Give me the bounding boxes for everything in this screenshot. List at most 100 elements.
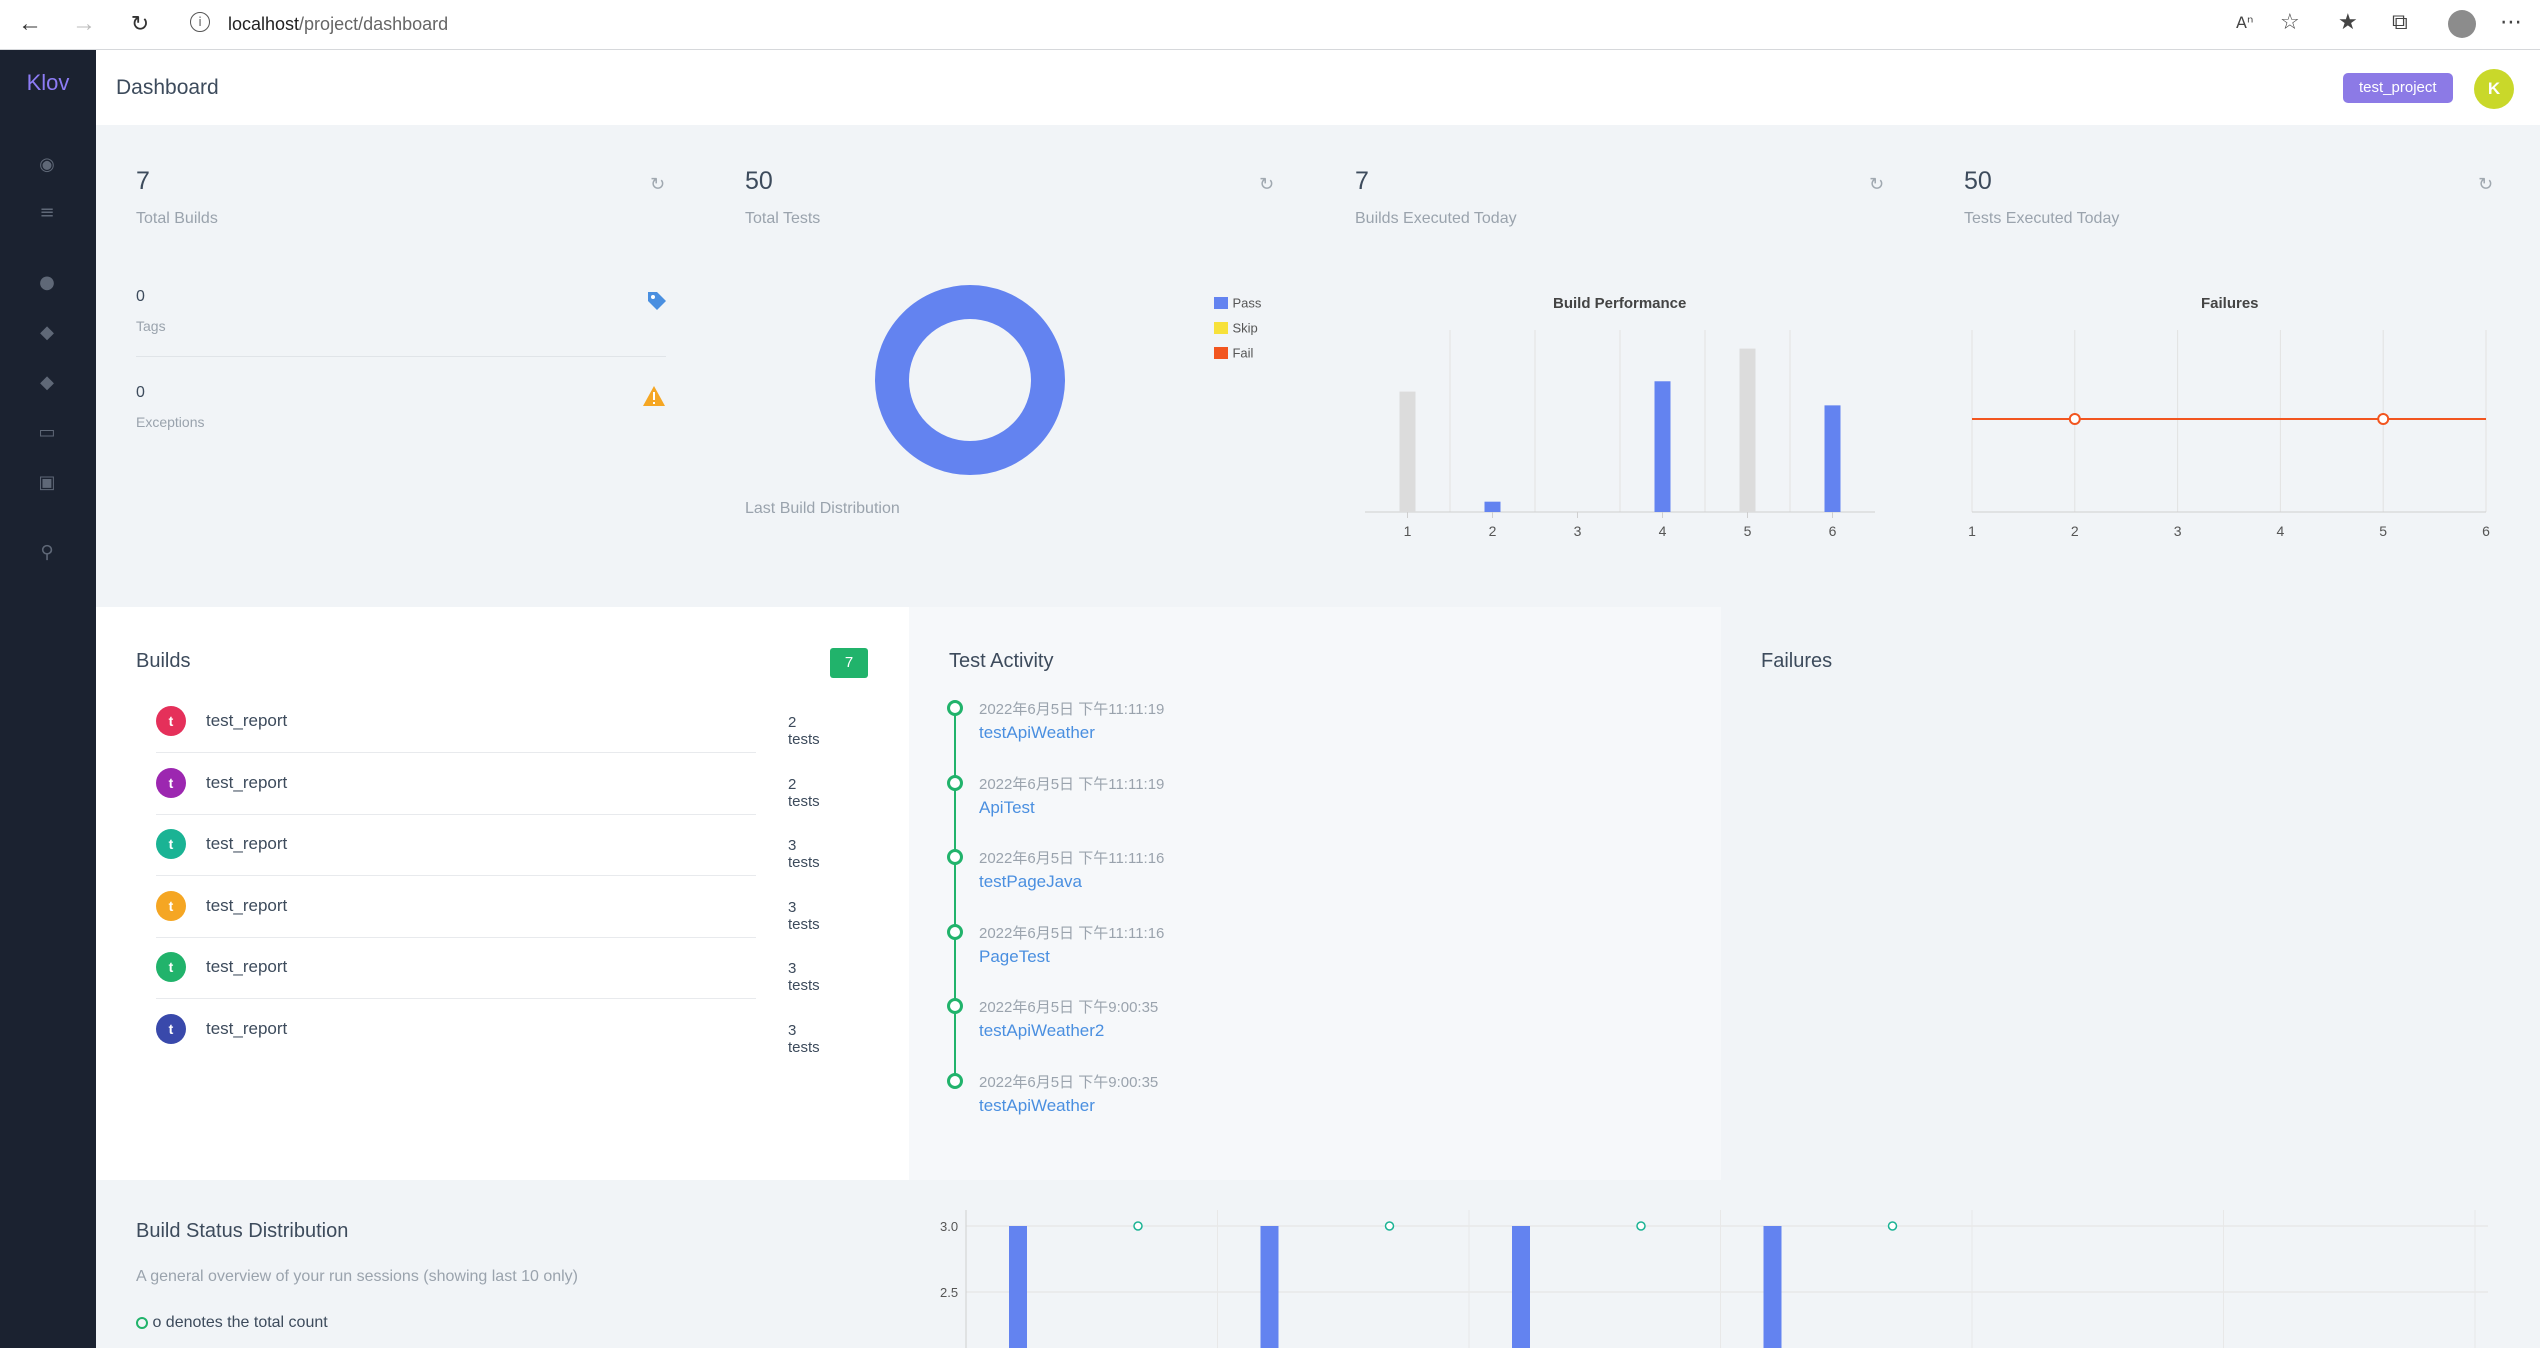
build-name-link[interactable]: test_report xyxy=(206,772,288,792)
build-row[interactable]: t test_report 2 tests xyxy=(156,706,820,766)
total-builds-label: Total Builds xyxy=(136,210,218,227)
refresh-icon[interactable]: ↻ xyxy=(2478,174,2494,195)
tags-icon[interactable]: ◆ xyxy=(40,372,54,393)
total-count-marker xyxy=(1133,1221,1143,1231)
activity-test-link[interactable]: testApiWeather xyxy=(979,723,1095,742)
builds-count-badge: 7 xyxy=(830,648,868,678)
bar-mark xyxy=(1512,1226,1530,1348)
back-icon[interactable]: ← xyxy=(18,10,42,37)
donut-pass-slice xyxy=(875,285,1065,475)
total-tests-label: Total Tests xyxy=(745,210,821,227)
site-info-icon[interactable]: i xyxy=(190,12,210,32)
x-tick-label: 2 xyxy=(1489,523,1497,539)
favorite-add-icon[interactable]: ☆ xyxy=(2280,10,2300,35)
x-tick-label: 5 xyxy=(2379,523,2387,539)
x-tick-label: 6 xyxy=(1829,523,1837,539)
tests-today-label: Tests Executed Today xyxy=(1964,210,2120,227)
user-avatar[interactable]: K xyxy=(2474,69,2514,109)
divider xyxy=(156,998,756,999)
legend-pass: Pass xyxy=(1214,294,1261,319)
dashboard-icon[interactable]: ◉ xyxy=(39,154,55,175)
timeline-dot xyxy=(947,774,963,791)
collections-icon[interactable]: ⧉ xyxy=(2392,10,2408,35)
build-name-link[interactable]: test_report xyxy=(206,834,288,853)
activity-test-link[interactable]: testPageJava xyxy=(979,872,1083,891)
x-tick-label: 4 xyxy=(1659,523,1667,539)
builds-today-label: Builds Executed Today xyxy=(1355,210,1517,227)
divider xyxy=(156,752,756,753)
build-test-count: 2 tests xyxy=(788,775,820,810)
x-tick-label: 3 xyxy=(1574,523,1582,539)
refresh-icon[interactable]: ↻ xyxy=(1869,174,1885,195)
search-icon[interactable]: ⚲ xyxy=(40,542,54,563)
build-name-link[interactable]: test_report xyxy=(206,711,288,730)
total-count-marker xyxy=(1887,1221,1898,1231)
more-menu-icon[interactable]: ⋯ xyxy=(2500,10,2522,35)
activity-test-link[interactable]: ApiTest xyxy=(979,797,1035,817)
forward-icon[interactable]: → xyxy=(72,10,96,37)
refresh-icon[interactable]: ↻ xyxy=(1259,174,1275,195)
refresh-icon[interactable]: ↻ xyxy=(650,174,666,195)
x-tick-label: 1 xyxy=(1404,523,1412,539)
timeline-line xyxy=(954,706,956,1076)
builds-today-value: 7 xyxy=(1355,167,1369,195)
tags-count: 0 xyxy=(136,288,145,305)
build-performance-chart: 1 2 3 4 5 6 xyxy=(1365,330,1875,539)
browser-profile-icon[interactable] xyxy=(2448,10,2476,38)
build-performance-title: Build Performance xyxy=(1553,295,1687,312)
build-avatar: t xyxy=(156,1013,186,1044)
reload-icon[interactable]: ↻ xyxy=(130,11,150,36)
activity-test-link[interactable]: testApiWeather xyxy=(979,1095,1095,1115)
bar-mark xyxy=(1399,391,1416,512)
x-tick-label: 5 xyxy=(1744,523,1752,539)
build-row[interactable]: t test_report 3 tests xyxy=(156,829,820,889)
legend-skip: Skip xyxy=(1214,319,1261,344)
bar-mark xyxy=(1009,1226,1027,1348)
x-tick-label: 2 xyxy=(2071,523,2079,539)
failures-chart: 1 2 3 4 5 6 xyxy=(1968,330,2490,539)
x-tick-label: 6 xyxy=(2482,523,2490,539)
build-name-link[interactable]: test_report xyxy=(206,895,288,915)
exception-icon[interactable]: ● xyxy=(39,272,55,293)
activity-test-link[interactable]: testApiWeather2 xyxy=(979,1021,1105,1040)
build-name-link[interactable]: test_report xyxy=(206,957,288,976)
circle-marker-icon xyxy=(136,1317,148,1329)
url-text[interactable]: localhost/project/dashboard xyxy=(228,14,449,34)
address-bar[interactable]: i localhost/project/dashboard xyxy=(176,6,2186,42)
build-row[interactable]: t test_report 3 tests xyxy=(156,952,820,1012)
bar-mark xyxy=(1260,1226,1279,1348)
timeline-dot xyxy=(947,923,963,940)
briefcase-icon[interactable]: ▣ xyxy=(38,472,56,493)
build-test-count: 3 tests xyxy=(788,1021,820,1056)
project-badge[interactable]: test_project xyxy=(2343,73,2453,103)
distribution-chart: 3.0 2.5 xyxy=(940,1210,2488,1348)
tag-icon[interactable]: ◆ xyxy=(40,322,54,343)
build-test-count: 3 tests xyxy=(788,898,820,933)
bar-mark xyxy=(1484,501,1501,512)
divider xyxy=(136,356,666,357)
device-icon[interactable]: ▭ xyxy=(38,422,56,443)
activity-timestamp: 2022年6月5日 下午11:11:19 xyxy=(979,775,1165,793)
list-icon[interactable]: ≡ xyxy=(39,202,55,223)
read-aloud-icon[interactable]: Aⁿ xyxy=(2236,13,2254,32)
favorites-icon[interactable]: ★ xyxy=(2338,10,2358,35)
build-avatar: t xyxy=(156,952,186,982)
distribution-title: Build Status Distribution xyxy=(136,1220,349,1242)
distribution-subtitle: A general overview of your run sessions … xyxy=(136,1268,578,1285)
legend-label: Pass xyxy=(1232,295,1262,311)
brand-logo[interactable]: Klov xyxy=(26,70,70,95)
build-row[interactable]: t test_report 3 tests xyxy=(156,890,820,951)
failures-title: Failures xyxy=(1761,650,1833,672)
activity-test-link[interactable]: PageTest xyxy=(979,946,1050,966)
build-row[interactable]: t test_report 3 tests xyxy=(156,1013,820,1074)
x-tick-label: 1 xyxy=(1968,523,1976,539)
tags-label: Tags xyxy=(136,318,166,334)
builds-title: Builds xyxy=(136,650,191,672)
activity-timestamp: 2022年6月5日 下午9:00:35 xyxy=(979,999,1159,1016)
bar-mark xyxy=(1739,348,1756,512)
build-test-count: 3 tests xyxy=(788,960,820,994)
build-name-link[interactable]: test_report xyxy=(206,1018,288,1038)
activity-timestamp: 2022年6月5日 下午11:11:16 xyxy=(979,924,1165,942)
build-row[interactable]: t test_report 2 tests xyxy=(156,767,820,828)
divider xyxy=(156,936,756,938)
